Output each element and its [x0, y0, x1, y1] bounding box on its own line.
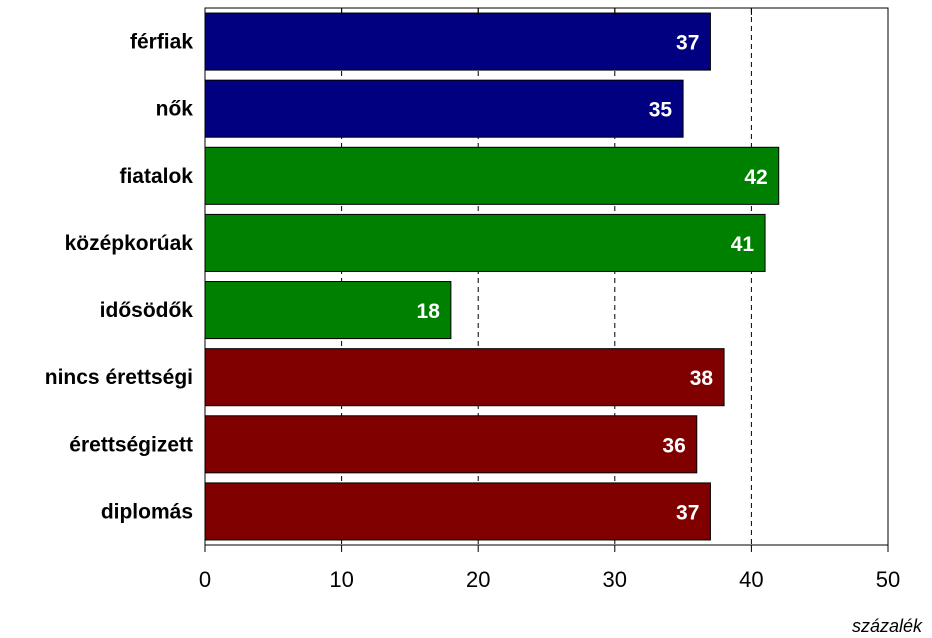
data-label: 36 — [662, 434, 685, 457]
x-tick-label: 40 — [739, 567, 763, 592]
category-label: nincs érettségi — [45, 366, 193, 389]
ticks — [204, 8, 889, 552]
data-label: 41 — [731, 233, 755, 256]
category-label: diplomás — [101, 500, 193, 523]
labels: 37 férfiak 35 nők 42 fiatalok 41 középkorúak 18 i… — [45, 31, 900, 592]
data-label: 37 — [676, 501, 699, 524]
category-label: érettségizett — [69, 433, 193, 456]
bar — [204, 79, 684, 138]
bar — [204, 482, 711, 541]
category-label: középkorúak — [65, 232, 194, 255]
bar — [204, 281, 452, 340]
category-label: férfiak — [130, 31, 193, 54]
data-label: 37 — [676, 32, 699, 55]
category-label: fiatalok — [119, 165, 193, 188]
x-tick-label: 50 — [876, 567, 900, 592]
data-label: 42 — [744, 166, 767, 189]
x-axis-label: százalék — [852, 616, 923, 636]
data-label: 38 — [690, 367, 714, 390]
bar — [204, 415, 698, 474]
x-tick-label: 20 — [466, 567, 490, 592]
plot-area-frame — [204, 7, 889, 546]
data-label: 35 — [649, 99, 673, 122]
x-tick-label: 0 — [199, 567, 211, 592]
bar — [204, 12, 711, 71]
bar — [204, 146, 780, 205]
category-label: nők — [156, 98, 194, 121]
bar — [204, 213, 766, 272]
bar — [204, 348, 725, 407]
x-tick-label: 10 — [329, 567, 353, 592]
data-label: 18 — [417, 300, 441, 323]
x-tick-label: 30 — [603, 567, 627, 592]
bars — [204, 12, 780, 541]
category-label: idősödők — [100, 299, 194, 322]
